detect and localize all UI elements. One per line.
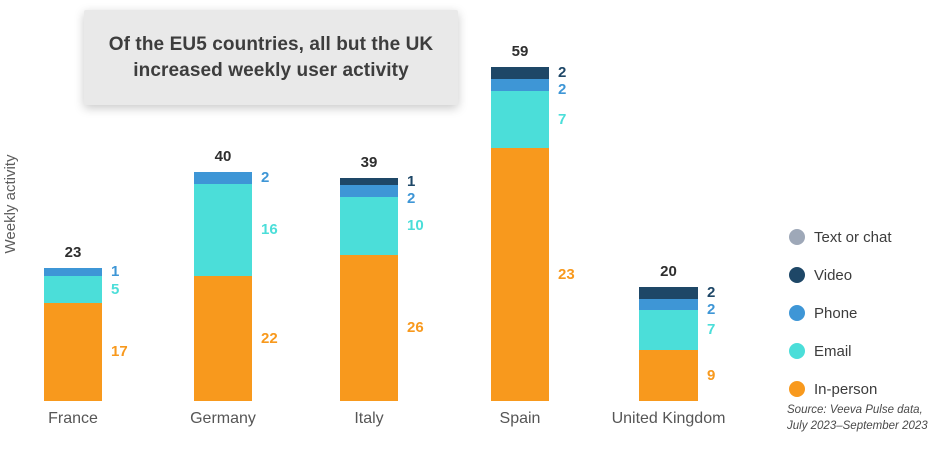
legend-item-text-or-chat: Text or chat bbox=[789, 218, 939, 256]
segment-value-label-in-person: 17 bbox=[111, 343, 128, 360]
bar-segment-in-person bbox=[639, 350, 698, 401]
source-line-1: Source: Veeva Pulse data, bbox=[787, 404, 923, 416]
source-note: Source: Veeva Pulse data, July 2023–Sept… bbox=[787, 402, 941, 434]
segment-value-label-email: 5 bbox=[111, 280, 120, 298]
bar-germany bbox=[194, 172, 252, 401]
bar-segment-in-person bbox=[491, 148, 549, 401]
bar-total-label: 20 bbox=[660, 263, 677, 280]
legend-label: Email bbox=[814, 342, 852, 360]
bar-segment-phone bbox=[44, 268, 102, 276]
bar-segment-email bbox=[194, 184, 252, 276]
bar-segment-email bbox=[44, 276, 102, 303]
bar-italy bbox=[340, 178, 398, 401]
segment-value-label-phone: 2 bbox=[407, 189, 416, 207]
x-axis-label-united-kingdom: United Kingdom bbox=[611, 410, 726, 427]
bar-segment-phone bbox=[194, 172, 252, 184]
bar-segment-video bbox=[491, 67, 549, 79]
segment-value-label-phone: 2 bbox=[261, 169, 270, 186]
segment-value-label-phone: 1 bbox=[111, 263, 120, 280]
bar-spain bbox=[491, 67, 549, 401]
x-axis-label-france: France bbox=[48, 410, 98, 427]
segment-value-label-video: 2 bbox=[707, 284, 716, 301]
bar-total-label: 59 bbox=[511, 43, 529, 60]
segment-value-label-email: 10 bbox=[407, 217, 424, 234]
segment-value-label-email: 16 bbox=[261, 221, 278, 238]
bar-total-label: 39 bbox=[360, 154, 378, 171]
bar-segment-email bbox=[639, 310, 698, 350]
segment-value-label-in-person: 22 bbox=[261, 329, 278, 347]
bar-segment-in-person bbox=[194, 276, 252, 401]
chart-title-line-2: increased weekly user activity bbox=[133, 59, 409, 81]
bar-segment-video bbox=[639, 287, 698, 299]
source-line-2: July 2023–September 2023 bbox=[787, 420, 928, 432]
segment-value-label-in-person: 26 bbox=[407, 319, 424, 336]
segment-value-label-video: 1 bbox=[407, 172, 416, 190]
legend: Text or chat Video Phone Email In-person bbox=[789, 218, 939, 408]
legend-label: In-person bbox=[814, 380, 878, 398]
segment-value-label-phone: 2 bbox=[558, 81, 567, 98]
bar-segment-in-person bbox=[44, 303, 102, 401]
bar-segment-video bbox=[340, 178, 398, 185]
segment-value-label-video: 2 bbox=[558, 64, 567, 81]
bar-france bbox=[44, 268, 102, 401]
text-or-chat-swatch-icon bbox=[789, 229, 805, 245]
bar-segment-phone bbox=[340, 185, 398, 197]
bar-segment-email bbox=[340, 197, 398, 255]
bar-united-kingdom bbox=[639, 287, 698, 401]
bar-segment-email bbox=[491, 91, 549, 148]
in-person-swatch-icon bbox=[789, 381, 805, 397]
bar-total-label: 23 bbox=[64, 244, 82, 261]
bar-total-label: 40 bbox=[214, 148, 232, 165]
segment-value-label-email: 7 bbox=[558, 110, 567, 128]
legend-item-video: Video bbox=[789, 256, 939, 294]
legend-label: Text or chat bbox=[814, 228, 892, 246]
phone-swatch-icon bbox=[789, 305, 805, 321]
bar-segment-phone bbox=[491, 79, 549, 91]
x-axis-label-italy: Italy bbox=[354, 410, 384, 427]
segment-value-label-email: 7 bbox=[707, 321, 716, 338]
video-swatch-icon bbox=[789, 267, 805, 283]
x-axis-label-germany: Germany bbox=[190, 410, 256, 427]
legend-label: Video bbox=[814, 266, 853, 284]
legend-item-email: Email bbox=[789, 332, 939, 370]
bar-segment-phone bbox=[639, 299, 698, 310]
email-swatch-icon bbox=[789, 343, 805, 359]
segment-value-label-phone: 2 bbox=[707, 301, 716, 318]
legend-item-in-person: In-person bbox=[789, 370, 939, 408]
chart-title-line-1: Of the EU5 countries, all but the UK bbox=[108, 33, 434, 55]
segment-value-label-in-person: 23 bbox=[558, 265, 575, 283]
x-axis-label-spain: Spain bbox=[499, 410, 541, 427]
legend-label: Phone bbox=[814, 304, 858, 322]
legend-item-phone: Phone bbox=[789, 294, 939, 332]
chart-title-box: Of the EU5 countries, all but the UK inc… bbox=[84, 10, 458, 105]
segment-value-label-in-person: 9 bbox=[707, 366, 716, 384]
bar-segment-in-person bbox=[340, 255, 398, 401]
